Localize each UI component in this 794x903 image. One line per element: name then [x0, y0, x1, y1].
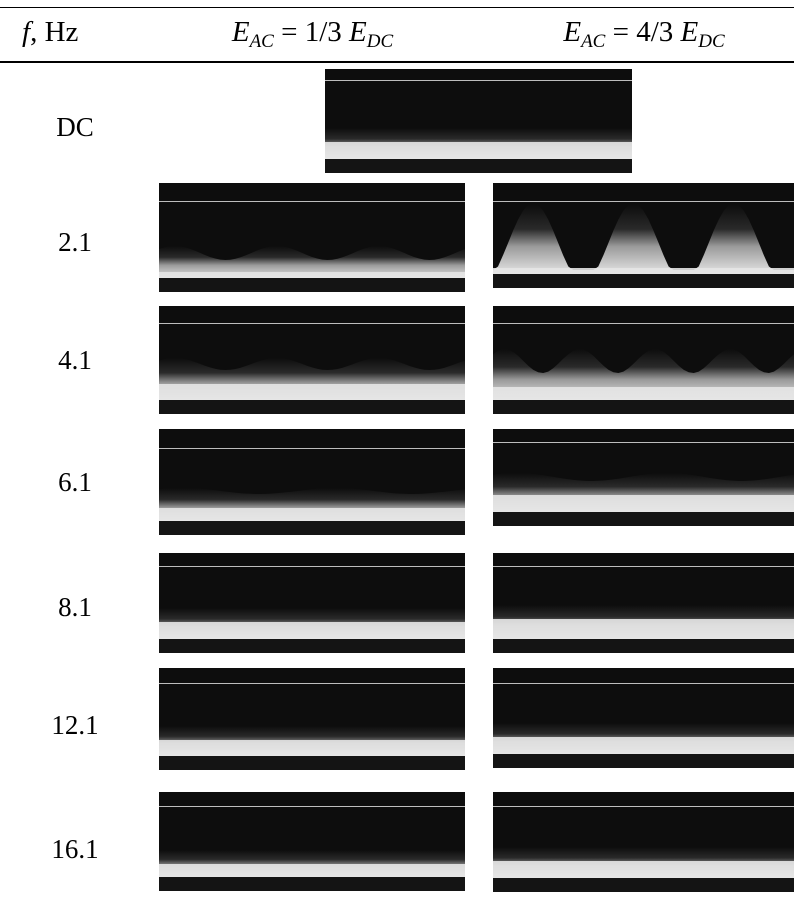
- row-label-4-1: 4.1: [58, 345, 92, 375]
- table-top-rule: [0, 7, 794, 8]
- micrograph-dc: [325, 69, 632, 173]
- micrograph-4-1-high: [493, 306, 794, 414]
- micrograph-6-1-high: [493, 429, 794, 526]
- column-header-high-field: EAC = 4/3 EDC: [563, 16, 725, 52]
- micrograph-4-1-low: [159, 306, 465, 414]
- micrograph-8-1-low: [159, 553, 465, 653]
- micrograph-2-1-low: [159, 183, 465, 292]
- micrograph-2-1-high: [493, 183, 794, 288]
- column-header-low-field: EAC = 1/3 EDC: [231, 16, 394, 52]
- row-label-6-1: 6.1: [58, 467, 92, 497]
- micrograph-12-1-low: [159, 668, 465, 770]
- header-separator-rule: [0, 61, 794, 63]
- row-label-dc: DC: [56, 112, 94, 142]
- row-label-2-1: 2.1: [58, 227, 92, 257]
- micrograph-12-1-high: [493, 668, 794, 768]
- row-label-12-1: 12.1: [51, 710, 99, 740]
- row-label-16-1: 16.1: [51, 834, 99, 864]
- row-label-8-1: 8.1: [58, 592, 92, 622]
- micrograph-16-1-low: [159, 792, 465, 891]
- micrograph-16-1-high: [493, 792, 794, 892]
- frequency-column-header: f, Hz: [22, 16, 79, 48]
- micrograph-8-1-high: [493, 553, 794, 653]
- micrograph-6-1-low: [159, 429, 465, 535]
